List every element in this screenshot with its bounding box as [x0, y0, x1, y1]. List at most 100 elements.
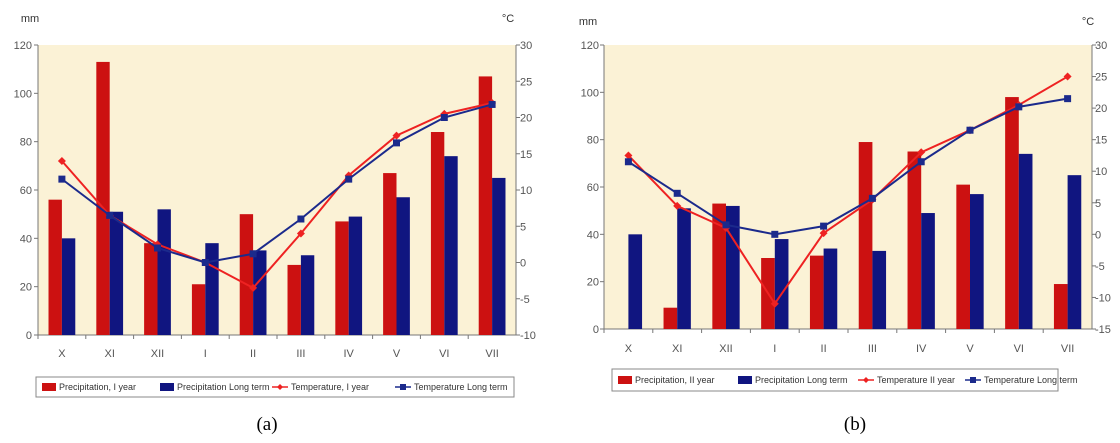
line-temperature-long-term	[61, 103, 493, 264]
bar-precipitation-ii-year	[712, 203, 726, 329]
temperature-marker	[392, 131, 401, 140]
left-tick-label: 80	[20, 137, 32, 149]
legend-swatch	[42, 383, 56, 391]
legend-label: Precipitation, I year	[59, 382, 136, 392]
temperature-marker	[297, 215, 305, 223]
x-tick-label: V	[966, 343, 974, 355]
right-tick-label: 30	[520, 40, 532, 52]
right-tick-label: 25	[520, 76, 532, 88]
right-axis-unit: °C	[1082, 16, 1094, 28]
temperature-marker	[201, 259, 209, 266]
chart-b-svg: mm °C 0 20 40 60 80 100 120 -15 -10 -5 0 5 10 15 20 25 30 X…	[579, 16, 1111, 435]
temperature-marker	[770, 299, 779, 308]
bar-precipitation-long-term	[444, 156, 458, 335]
bar-precipitation-ii-year	[809, 255, 824, 329]
temperature-marker	[106, 211, 114, 219]
left-tick-label: 20	[20, 282, 32, 294]
bar-precipitation-long-term	[300, 255, 315, 335]
bar-precipitation-long-term	[677, 208, 691, 329]
left-tick-label: 60	[587, 182, 599, 194]
bar-precipitation-long-term	[253, 250, 267, 335]
left-tick-label: 0	[593, 324, 599, 336]
legend-marker	[277, 384, 283, 390]
line-temperature-i-year	[61, 102, 493, 290]
right-tick-label: 10	[520, 185, 532, 197]
left-tick-label: 120	[14, 40, 32, 52]
bar-precipitation-long-term	[109, 211, 124, 335]
legend-label: Precipitation Long term	[177, 382, 270, 392]
right-tick-label: 30	[1095, 40, 1107, 52]
right-tick-label: -10	[520, 330, 536, 342]
left-tick-label: 120	[581, 40, 599, 52]
temperature-marker	[917, 158, 925, 166]
temperature-marker	[249, 283, 258, 292]
left-tick-label: 40	[20, 233, 32, 245]
legend-box	[611, 368, 1059, 392]
right-tick-label: -10	[1095, 292, 1111, 304]
x-tick-label: VI	[439, 348, 449, 360]
chart-panel-b: mm °C 0 20 40 60 80 100 120 -15 -10 -5 0 5 10 15 20 25 30 X…	[560, 0, 1120, 438]
bar-precipitation-long-term	[348, 216, 363, 335]
bar-precipitation-i-year	[48, 199, 62, 335]
temperature-marker	[624, 151, 633, 160]
bar-precipitation-i-year	[430, 132, 445, 335]
temperature-marker	[917, 148, 926, 157]
right-tick-label: 0	[520, 258, 526, 270]
legend-marker	[400, 384, 406, 390]
bar-precipitation-long-term	[628, 234, 643, 329]
temperature-marker	[819, 229, 828, 238]
legend-label: Precipitation, II year	[635, 375, 715, 385]
right-tick-label: 5	[520, 221, 526, 233]
bar-precipitation-long-term	[1018, 153, 1033, 329]
bar-precipitation-long-term	[1067, 175, 1082, 329]
temperature-marker	[440, 114, 448, 121]
temperature-marker	[488, 100, 496, 108]
left-axis-unit: mm	[579, 16, 597, 28]
bar-precipitation-long-term	[205, 243, 219, 335]
legend-label: Temperature Long term	[984, 375, 1078, 385]
right-tick-label: 10	[1095, 166, 1107, 178]
x-tick-label: XI	[672, 343, 682, 355]
x-tick-label: X	[625, 343, 633, 355]
panel-label-a: (a)	[256, 414, 277, 435]
x-tick-label: VII	[485, 348, 498, 360]
left-axis-unit: mm	[21, 13, 39, 25]
bar-precipitation-long-term	[726, 205, 740, 329]
panel-label-b: (b)	[844, 414, 866, 435]
legend-label: Precipitation Long term	[755, 375, 848, 385]
bar-precipitation-long-term	[774, 239, 789, 329]
temperature-marker	[249, 250, 257, 258]
right-tick-label: -5	[520, 294, 530, 306]
bar-precipitation-i-year	[383, 173, 397, 335]
bar-precipitation-i-year	[335, 221, 349, 335]
bar-precipitation-i-year	[478, 76, 493, 336]
bar-precipitation-long-term	[921, 213, 935, 329]
temperature-marker	[1015, 103, 1023, 111]
left-tick-label: 40	[587, 229, 599, 241]
right-tick-label: 20	[520, 113, 532, 125]
bar-precipitation-long-term	[492, 177, 506, 335]
x-tick-label: III	[868, 343, 877, 355]
temperature-marker	[771, 230, 779, 238]
bar-precipitation-ii-year	[1005, 97, 1019, 329]
temperature-marker	[58, 175, 66, 183]
right-tick-label: -15	[1095, 324, 1111, 336]
temperature-marker	[868, 194, 876, 202]
bar-precipitation-long-term	[823, 248, 838, 329]
temperature-marker	[1064, 95, 1072, 103]
x-tick-label: VII	[1061, 343, 1074, 355]
bar-precipitation-i-year	[287, 264, 301, 335]
bar-precipitation-long-term	[396, 197, 410, 335]
right-tick-label: 25	[1095, 72, 1107, 84]
right-tick-label: -5	[1095, 261, 1105, 273]
bar-precipitation-long-term	[157, 209, 171, 335]
x-tick-label: III	[296, 348, 305, 360]
x-tick-label: IV	[916, 343, 927, 355]
legend-swatch	[618, 376, 632, 384]
x-tick-label: VI	[1014, 343, 1024, 355]
bar-precipitation-long-term	[872, 250, 887, 329]
bar-precipitation-ii-year	[858, 142, 873, 329]
right-tick-label: 15	[520, 149, 532, 161]
left-tick-label: 100	[14, 88, 32, 100]
right-tick-label: 20	[1095, 103, 1107, 115]
